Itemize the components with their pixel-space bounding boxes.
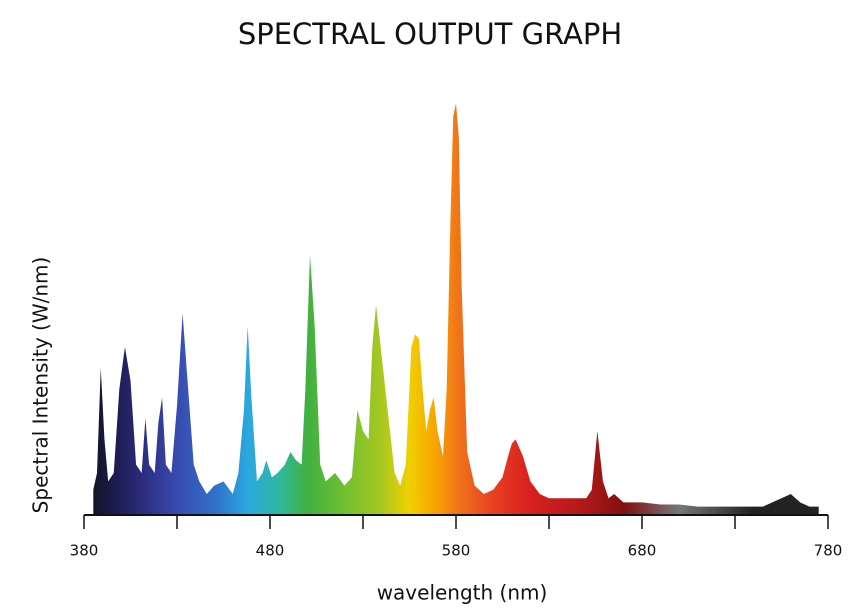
x-tick-label: 780 <box>814 542 843 560</box>
chart-title: SPECTRAL OUTPUT GRAPH <box>238 17 622 51</box>
x-tick-label: 580 <box>442 542 471 560</box>
y-axis-label: Spectral Intensity (W/nm) <box>29 257 53 514</box>
x-tick-label: 680 <box>628 542 657 560</box>
spectrum-area <box>93 103 819 516</box>
x-axis-label: wavelength (nm) <box>377 581 548 605</box>
x-tick-label: 380 <box>70 542 99 560</box>
x-tick-label: 480 <box>256 542 285 560</box>
